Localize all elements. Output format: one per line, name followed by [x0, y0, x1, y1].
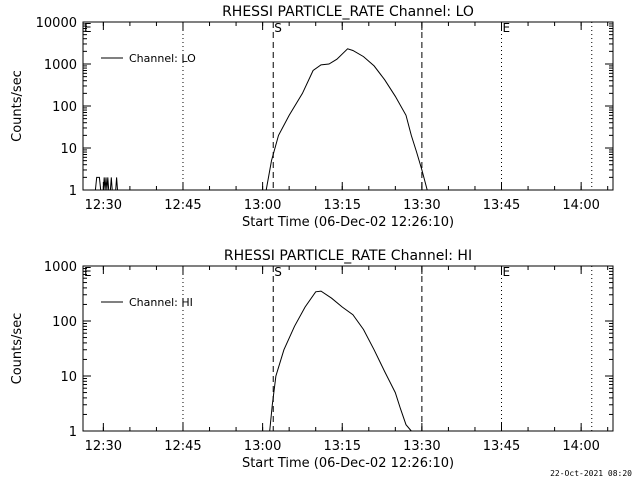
x-tick-label: 14:00	[562, 439, 599, 454]
plot-frame	[82, 21, 614, 191]
legend-label: Channel: LO	[129, 52, 196, 65]
plot-frame	[82, 265, 614, 432]
corner-label: E	[84, 265, 92, 279]
y-tick-label: 10	[60, 142, 77, 157]
x-tick-label: 12:30	[85, 439, 122, 454]
y-tick-label: 100	[52, 100, 77, 115]
legend: Channel: HI	[101, 296, 193, 309]
chart-title: RHESSI PARTICLE_RATE Channel: LO	[222, 4, 474, 20]
y-tick-label: 10000	[36, 16, 77, 31]
x-tick-label: 13:30	[403, 439, 440, 454]
x-tick-label: 14:00	[562, 198, 599, 213]
series-line	[94, 48, 428, 191]
x-tick-label: 13:00	[244, 439, 281, 454]
time-marker-label: S	[274, 265, 282, 279]
y-axis-label: Counts/sec	[10, 70, 25, 142]
x-tick-label: 13:45	[483, 198, 520, 213]
y-tick-label: 1	[69, 425, 77, 440]
footer-timestamp: 22-Oct-2021 08:20	[550, 469, 632, 478]
chart-panel-1: RHESSI PARTICLE_RATE Channel: LO Counts/s…	[10, 4, 614, 230]
x-tick-label: 13:15	[324, 439, 361, 454]
x-tick-label: 13:30	[403, 198, 440, 213]
x-axis-label: Start Time (06-Dec-02 12:26:10)	[242, 215, 454, 230]
x-tick-label: 12:45	[164, 198, 201, 213]
x-tick-label: 13:45	[483, 439, 520, 454]
y-tick-label: 1000	[44, 58, 77, 73]
time-marker-label: E	[503, 265, 511, 279]
y-tick-label: 1000	[44, 260, 77, 275]
x-axis-label: Start Time (06-Dec-02 12:26:10)	[242, 456, 454, 471]
y-axis-label: Counts/sec	[10, 313, 25, 385]
y-tick-label: 100	[52, 315, 77, 330]
x-tick-label: 13:00	[244, 198, 281, 213]
series-line	[269, 290, 412, 432]
chart-title: RHESSI PARTICLE_RATE Channel: HI	[224, 248, 472, 264]
legend-label: Channel: HI	[129, 296, 193, 309]
time-marker-label: E	[503, 21, 511, 35]
chart-panel-2: RHESSI PARTICLE_RATE Channel: HI Counts/s…	[10, 248, 614, 471]
y-tick-label: 1	[69, 184, 77, 199]
x-tick-label: 12:45	[164, 439, 201, 454]
corner-label: E	[84, 21, 92, 35]
x-tick-label: 12:30	[85, 198, 122, 213]
y-tick-label: 10	[60, 370, 77, 385]
legend: Channel: LO	[101, 52, 196, 65]
x-tick-label: 13:15	[324, 198, 361, 213]
time-marker-label: S	[274, 21, 282, 35]
